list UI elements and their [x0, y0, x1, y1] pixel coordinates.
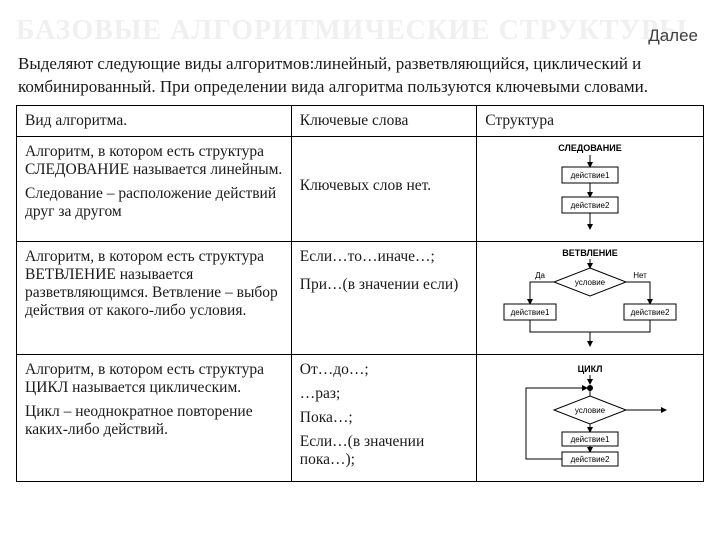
- algorithms-table: Вид алгоритма. Ключевые слова Структура …: [16, 105, 704, 482]
- branch-diagram: ВЕТВЛЕНИЕ условие Да Нет действие1 дейст…: [490, 246, 690, 350]
- page-title: БАЗОВЫЕ АЛГОРИТМИЧЕСКИЕ СТРУКТУРЫ.: [16, 16, 704, 45]
- desc-line: Цикл – неоднократное повторение каких-ли…: [25, 403, 283, 439]
- intro-text: Выделяют следующие виды алгоритмов:линей…: [18, 53, 702, 99]
- next-link[interactable]: Далее: [648, 26, 698, 46]
- table-row: Алгоритм, в котором есть структура ЦИКЛ …: [17, 355, 704, 482]
- kw-line: Пока…;: [300, 409, 468, 427]
- table-row: Алгоритм, в котором есть структура СЛЕДО…: [17, 137, 704, 242]
- kw-line: …раз;: [300, 385, 468, 403]
- col-keywords: Ключевые слова: [291, 106, 476, 137]
- sequence-diagram: СЛЕДОВАНИЕ действие1 действие2: [515, 141, 665, 237]
- node-a2: действие2: [571, 455, 610, 464]
- kw-line: Если…то…иначе…;: [300, 248, 468, 266]
- node-a1: действие1: [571, 435, 610, 444]
- node-a1: действие1: [511, 308, 550, 317]
- cell-desc: Алгоритм, в котором есть структура ЦИКЛ …: [17, 355, 292, 482]
- desc-line: Следование – расположение действий друг …: [25, 185, 283, 221]
- table-header-row: Вид алгоритма. Ключевые слова Структура: [17, 106, 704, 137]
- node-cond: условие: [575, 278, 606, 287]
- kw-line: Ключевых слов нет.: [300, 177, 468, 195]
- cell-keywords: Если…то…иначе…; При…(в значении если): [291, 242, 476, 355]
- cell-diagram-sequence: СЛЕДОВАНИЕ действие1 действие2: [477, 137, 704, 242]
- desc-line: Алгоритм, в котором есть структура ВЕТВЛ…: [25, 248, 283, 320]
- cell-diagram-loop: ЦИКЛ условие действие1: [477, 355, 704, 482]
- diagram-heading: ВЕТВЛЕНИЕ: [562, 248, 618, 258]
- desc-line: Алгоритм, в котором есть структура СЛЕДО…: [25, 143, 283, 179]
- desc-line: Алгоритм, в котором есть структура ЦИКЛ …: [25, 361, 283, 397]
- cell-keywords: От…до…; …раз; Пока…; Если…(в значении по…: [291, 355, 476, 482]
- col-struct: Структура: [477, 106, 704, 137]
- cell-diagram-branch: ВЕТВЛЕНИЕ условие Да Нет действие1 дейст…: [477, 242, 704, 355]
- cell-keywords: Ключевых слов нет.: [291, 137, 476, 242]
- node-a2: действие2: [631, 308, 670, 317]
- kw-line: От…до…;: [300, 361, 468, 379]
- kw-line: При…(в значении если): [300, 276, 468, 294]
- node-cond: условие: [575, 406, 606, 415]
- node-a2: действие2: [571, 201, 610, 210]
- table-row: Алгоритм, в котором есть структура ВЕТВЛ…: [17, 242, 704, 355]
- kw-line: Если…(в значении пока…);: [300, 433, 468, 469]
- loop-diagram: ЦИКЛ условие действие1: [490, 362, 690, 474]
- label-no: Нет: [633, 271, 647, 280]
- diagram-heading: ЦИКЛ: [578, 364, 603, 374]
- cell-desc: Алгоритм, в котором есть структура СЛЕДО…: [17, 137, 292, 242]
- diagram-heading: СЛЕДОВАНИЕ: [558, 143, 622, 153]
- col-kind: Вид алгоритма.: [17, 106, 292, 137]
- node-a1: действие1: [571, 171, 610, 180]
- label-yes: Да: [535, 271, 545, 280]
- cell-desc: Алгоритм, в котором есть структура ВЕТВЛ…: [17, 242, 292, 355]
